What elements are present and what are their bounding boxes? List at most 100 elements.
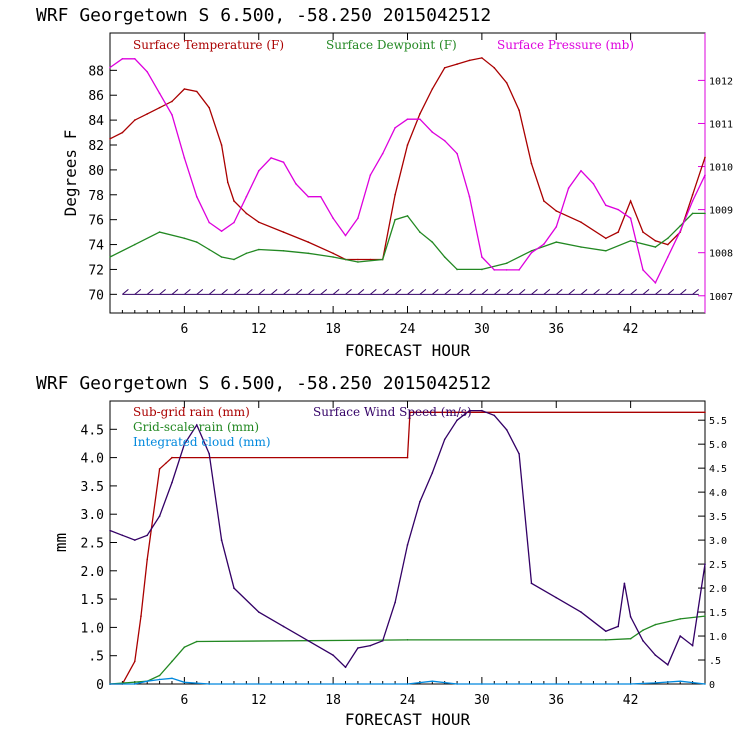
- data-point: [605, 204, 607, 207]
- x-tick-label: 36: [548, 322, 564, 337]
- data-point: [406, 544, 409, 546]
- y-tick-label: 82: [88, 139, 104, 154]
- legend-item: Surface Dewpoint (F): [326, 38, 457, 52]
- x-tick-label: 36: [548, 693, 564, 708]
- series-line-2-2: [109, 615, 706, 685]
- data-point: [518, 269, 520, 271]
- wind-barb: [159, 288, 166, 295]
- wind-barb: [184, 288, 191, 295]
- data-point: [195, 195, 198, 198]
- data-point: [171, 456, 173, 459]
- legend-item: Surface Temperature (F): [133, 38, 284, 52]
- data-point: [195, 424, 198, 426]
- data-point: [406, 456, 409, 459]
- y2-tick-label: 2.0: [709, 584, 727, 595]
- wind-barb: [171, 288, 179, 295]
- wind-barb: [593, 288, 600, 295]
- data-point: [629, 217, 632, 220]
- data-point: [691, 212, 694, 215]
- y-tick-label: 0: [96, 678, 104, 693]
- data-point: [667, 256, 669, 258]
- wind-barb: [655, 288, 662, 295]
- data-point: [406, 639, 409, 641]
- data-point: [257, 170, 260, 172]
- data-point: [580, 221, 582, 223]
- data-point: [629, 200, 632, 202]
- data-point: [220, 539, 223, 541]
- data-point: [419, 118, 421, 120]
- wind-barb: [270, 288, 278, 295]
- y2-tick-label: 1010: [709, 163, 733, 174]
- x-tick-label: 6: [180, 322, 188, 337]
- data-point: [146, 70, 148, 73]
- y2-tick-label: 1007: [709, 292, 733, 303]
- data-point: [183, 646, 186, 649]
- wind-barb: [630, 288, 637, 295]
- y-tick-label: 88: [88, 64, 104, 79]
- data-point: [183, 681, 186, 684]
- data-point: [543, 200, 545, 202]
- y-tick-label: 3.5: [81, 480, 104, 495]
- data-point: [481, 57, 483, 59]
- data-point: [605, 639, 607, 641]
- x-tick-label: 12: [251, 693, 267, 708]
- data-point: [146, 680, 148, 682]
- y-tick-label: 4.5: [81, 423, 104, 438]
- legend-item: Surface Wind Speed (m/s): [313, 405, 472, 419]
- data-point: [555, 210, 558, 212]
- wind-barb: [332, 288, 340, 295]
- x-axis-label: FORECAST HOUR: [345, 710, 471, 729]
- chart-panel-2: WRF Georgetown S 6.500, -58.250 20150425…: [36, 373, 727, 729]
- data-point: [307, 195, 310, 198]
- data-point: [605, 237, 607, 240]
- y-tick-label: 2.0: [81, 565, 104, 580]
- y-tick-label: 86: [88, 89, 104, 104]
- y2-tick-label: 2.5: [709, 560, 727, 571]
- data-point: [183, 237, 186, 240]
- data-point: [431, 472, 434, 474]
- data-point: [121, 534, 124, 537]
- data-point: [691, 200, 694, 202]
- data-point: [530, 582, 533, 585]
- data-point: [481, 683, 483, 685]
- wind-barb: [493, 288, 501, 295]
- data-point: [357, 258, 359, 261]
- data-point: [629, 637, 632, 640]
- data-point: [282, 161, 285, 164]
- data-point: [642, 231, 644, 233]
- data-point: [381, 152, 384, 155]
- data-point: [257, 611, 260, 613]
- legend-item: Sub-grid rain (mm): [133, 405, 250, 419]
- legend-item: Grid-scale rain (mm): [133, 420, 259, 434]
- data-point: [369, 258, 372, 261]
- data-point: [654, 240, 657, 242]
- data-point: [456, 683, 458, 685]
- data-point: [245, 252, 248, 255]
- wind-barb: [692, 288, 699, 295]
- data-point: [704, 212, 706, 215]
- data-point: [195, 90, 198, 93]
- data-point: [394, 218, 396, 221]
- y2-tick-label: 3.0: [709, 536, 727, 547]
- data-point: [642, 640, 644, 642]
- data-point: [629, 240, 632, 242]
- data-point: [691, 644, 694, 647]
- y2-tick-label: 1.5: [709, 608, 727, 619]
- data-point: [357, 217, 359, 220]
- data-point: [109, 256, 111, 258]
- data-point: [270, 157, 272, 159]
- data-point: [121, 58, 124, 60]
- data-point: [220, 256, 223, 258]
- data-point: [456, 63, 458, 65]
- y2-tick-label: 1008: [709, 249, 733, 260]
- data-point: [505, 81, 508, 84]
- data-point: [704, 683, 706, 685]
- data-point: [282, 625, 285, 628]
- y2-tick-label: 0: [709, 680, 715, 691]
- x-tick-label: 24: [400, 693, 416, 708]
- wind-barb: [196, 288, 204, 295]
- data-point: [468, 409, 471, 412]
- data-point: [518, 452, 520, 455]
- data-point: [667, 664, 669, 666]
- x-tick-label: 18: [325, 693, 341, 708]
